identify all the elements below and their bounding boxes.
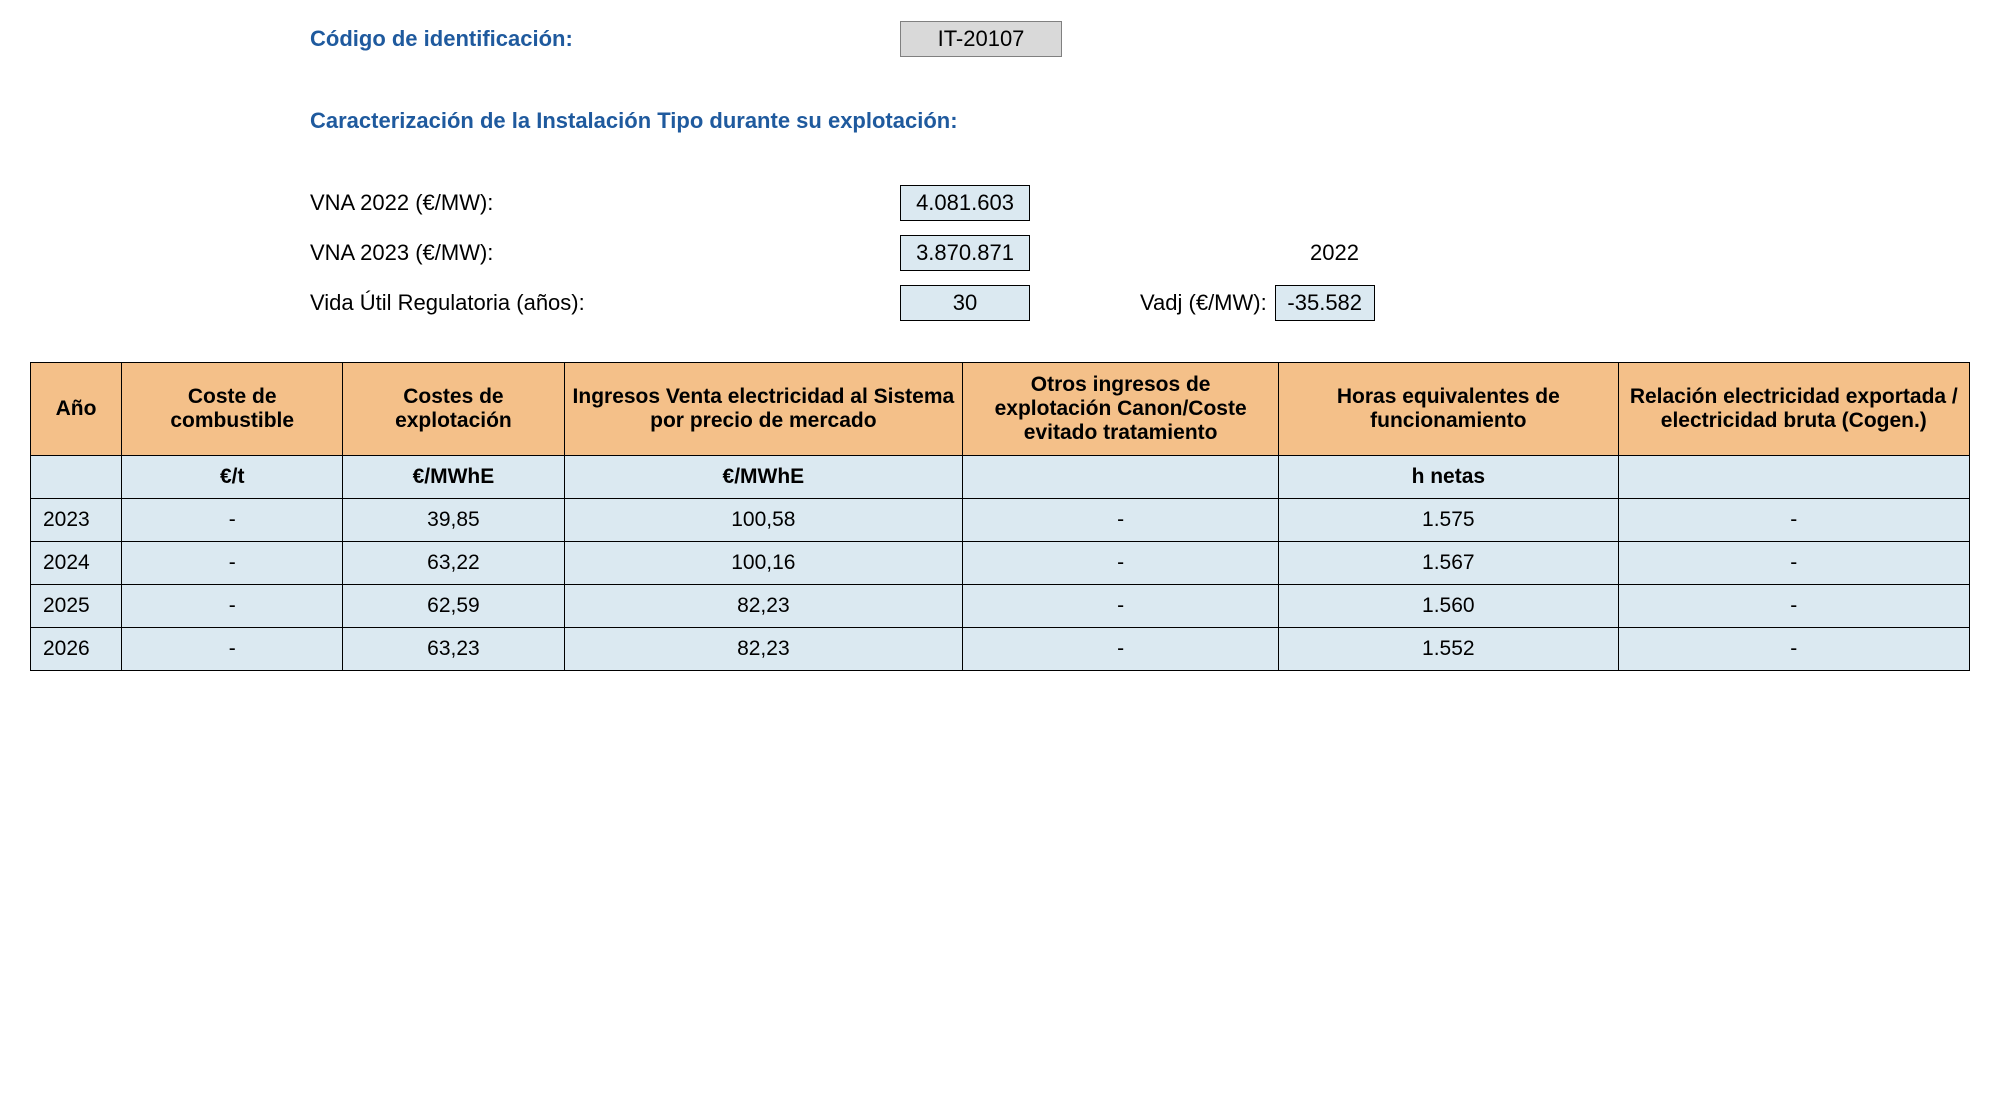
- unit-coste-combustible: €/t: [122, 456, 343, 499]
- cell-relacion_elec: -: [1618, 585, 1969, 628]
- vna2023-row: VNA 2023 (€/MW): 3.870.871 2022: [310, 234, 1970, 272]
- cell-coste_combustible: -: [122, 542, 343, 585]
- vna2023-label: VNA 2023 (€/MW):: [310, 240, 900, 266]
- col-header-ano: Año: [31, 363, 122, 456]
- vadj-section: Vadj (€/MW): -35.582: [1140, 285, 1375, 321]
- caracterizacion-label: Caracterización de la Instalación Tipo d…: [310, 108, 958, 134]
- cell-otros_ingresos: -: [963, 542, 1279, 585]
- col-header-ingresos-venta: Ingresos Venta electricidad al Sistema p…: [564, 363, 963, 456]
- vna2022-value: 4.081.603: [900, 185, 1030, 221]
- cell-otros_ingresos: -: [963, 499, 1279, 542]
- col-header-coste-combustible: Coste de combustible: [122, 363, 343, 456]
- cell-ingresos_venta: 82,23: [564, 585, 963, 628]
- data-table: Año Coste de combustible Costes de explo…: [30, 362, 1970, 671]
- col-header-relacion-elec: Relación electricidad exportada / electr…: [1618, 363, 1969, 456]
- cell-relacion_elec: -: [1618, 628, 1969, 671]
- cell-ingresos_venta: 82,23: [564, 628, 963, 671]
- cell-ano: 2023: [31, 499, 122, 542]
- vadj-label: Vadj (€/MW):: [1140, 290, 1267, 316]
- unit-otros-ingresos: [963, 456, 1279, 499]
- cell-ingresos_venta: 100,58: [564, 499, 963, 542]
- table-row: 2024-63,22100,16-1.567-: [31, 542, 1970, 585]
- table-row: 2023-39,85100,58-1.575-: [31, 499, 1970, 542]
- vida-util-label: Vida Útil Regulatoria (años):: [310, 290, 900, 316]
- year-label: 2022: [1310, 240, 1359, 266]
- table-body: €/t €/MWhE €/MWhE h netas 2023-39,85100,…: [31, 456, 1970, 671]
- cell-horas_equiv: 1.567: [1279, 542, 1619, 585]
- cell-costes_explotacion: 62,59: [343, 585, 564, 628]
- unit-ingresos-venta: €/MWhE: [564, 456, 963, 499]
- col-header-costes-explotacion: Costes de explotación: [343, 363, 564, 456]
- cell-horas_equiv: 1.575: [1279, 499, 1619, 542]
- codigo-row: Código de identificación: IT-20107: [310, 20, 1970, 58]
- cell-costes_explotacion: 39,85: [343, 499, 564, 542]
- col-header-otros-ingresos: Otros ingresos de explotación Canon/Cost…: [963, 363, 1279, 456]
- cell-horas_equiv: 1.560: [1279, 585, 1619, 628]
- unit-costes-explotacion: €/MWhE: [343, 456, 564, 499]
- table-row: 2026-63,2382,23-1.552-: [31, 628, 1970, 671]
- vadj-value: -35.582: [1275, 285, 1375, 321]
- col-header-horas-equiv: Horas equivalentes de funcionamiento: [1279, 363, 1619, 456]
- cell-ano: 2024: [31, 542, 122, 585]
- unit-ano: [31, 456, 122, 499]
- unit-horas-equiv: h netas: [1279, 456, 1619, 499]
- cell-otros_ingresos: -: [963, 628, 1279, 671]
- cell-ano: 2026: [31, 628, 122, 671]
- codigo-value: IT-20107: [900, 21, 1062, 57]
- vida-util-value: 30: [900, 285, 1030, 321]
- unit-relacion-elec: [1618, 456, 1969, 499]
- cell-coste_combustible: -: [122, 585, 343, 628]
- cell-ano: 2025: [31, 585, 122, 628]
- cell-costes_explotacion: 63,23: [343, 628, 564, 671]
- codigo-label: Código de identificación:: [310, 26, 900, 52]
- table-row: 2025-62,5982,23-1.560-: [31, 585, 1970, 628]
- caracterizacion-row: Caracterización de la Instalación Tipo d…: [310, 102, 1970, 140]
- cell-coste_combustible: -: [122, 499, 343, 542]
- table-units-row: €/t €/MWhE €/MWhE h netas: [31, 456, 1970, 499]
- table-header-row: Año Coste de combustible Costes de explo…: [31, 363, 1970, 456]
- vna2022-row: VNA 2022 (€/MW): 4.081.603: [310, 184, 1970, 222]
- cell-relacion_elec: -: [1618, 499, 1969, 542]
- cell-otros_ingresos: -: [963, 585, 1279, 628]
- vna2022-label: VNA 2022 (€/MW):: [310, 190, 900, 216]
- vna2023-value: 3.870.871: [900, 235, 1030, 271]
- vida-util-row: Vida Útil Regulatoria (años): 30 Vadj (€…: [310, 284, 1970, 322]
- cell-ingresos_venta: 100,16: [564, 542, 963, 585]
- cell-horas_equiv: 1.552: [1279, 628, 1619, 671]
- cell-relacion_elec: -: [1618, 542, 1969, 585]
- cell-coste_combustible: -: [122, 628, 343, 671]
- header-section: Código de identificación: IT-20107 Carac…: [310, 20, 1970, 322]
- cell-costes_explotacion: 63,22: [343, 542, 564, 585]
